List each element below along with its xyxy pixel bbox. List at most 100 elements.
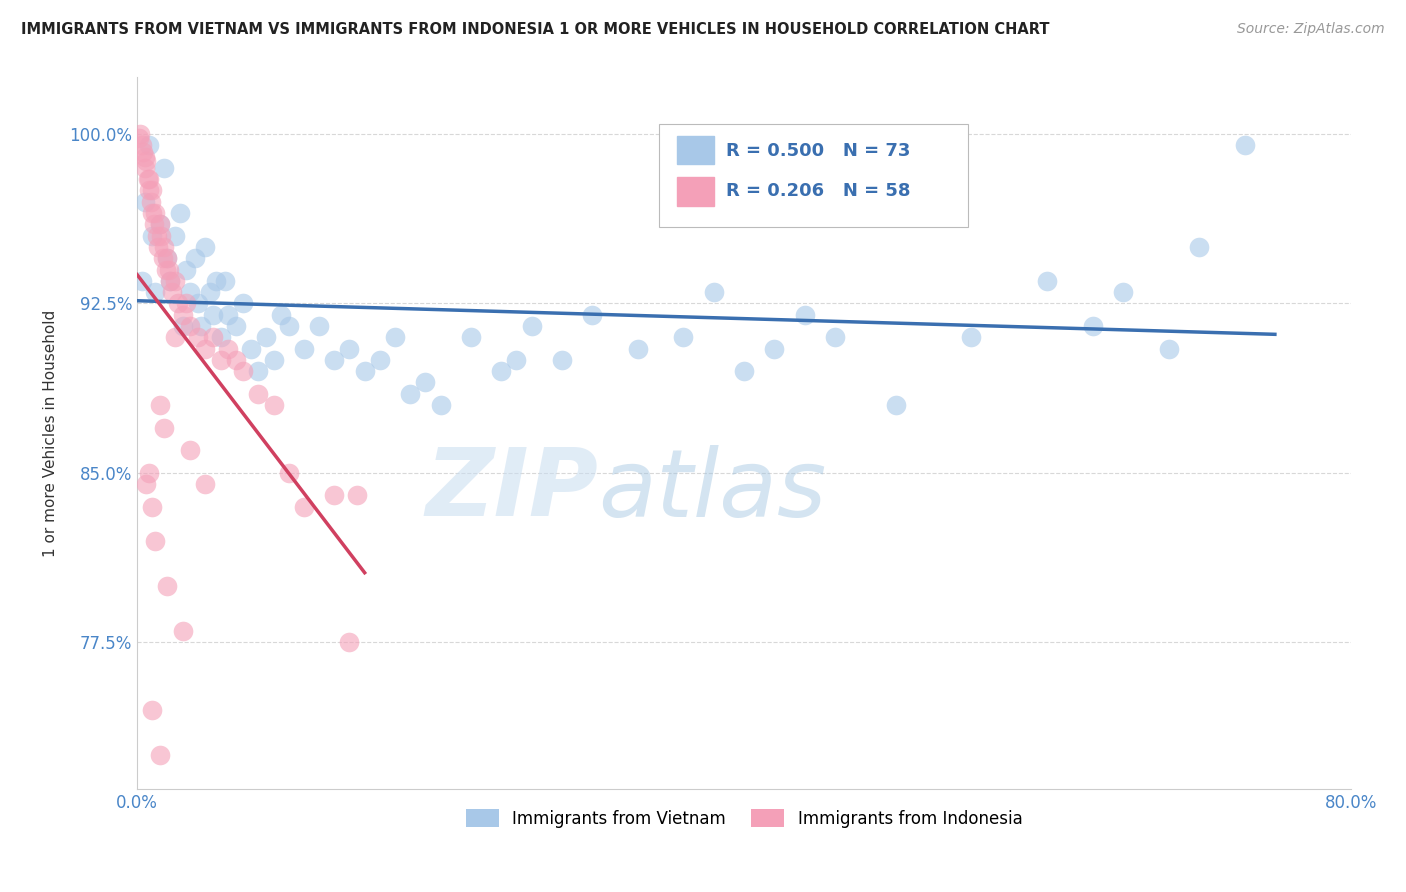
Point	[149, 398, 172, 412]
Point	[263, 352, 285, 367]
Point	[1112, 285, 1135, 299]
Point	[346, 488, 368, 502]
Point	[157, 262, 180, 277]
Point	[179, 443, 201, 458]
Point	[146, 228, 169, 243]
Point	[184, 251, 207, 265]
Point	[134, 149, 156, 163]
Text: ZIP: ZIP	[426, 444, 599, 536]
Point	[353, 364, 375, 378]
Point	[672, 330, 695, 344]
Y-axis label: 1 or more Vehicles in Household: 1 or more Vehicles in Household	[44, 310, 58, 557]
Point	[156, 579, 179, 593]
Point	[187, 296, 209, 310]
Point	[263, 398, 285, 412]
Point	[225, 352, 247, 367]
Point	[368, 352, 391, 367]
Point	[139, 194, 162, 209]
Point	[155, 262, 177, 277]
Point	[384, 330, 406, 344]
Point	[159, 274, 181, 288]
Point	[148, 240, 170, 254]
Point	[174, 296, 197, 310]
Point	[429, 398, 451, 412]
Point	[201, 330, 224, 344]
Point	[194, 240, 217, 254]
Point	[339, 635, 361, 649]
Point	[138, 172, 160, 186]
Point	[141, 703, 163, 717]
Point	[520, 318, 543, 333]
Point	[254, 330, 277, 344]
Point	[135, 477, 157, 491]
Point	[163, 228, 186, 243]
Point	[134, 194, 156, 209]
Point	[138, 183, 160, 197]
Point	[209, 330, 232, 344]
Point	[163, 330, 186, 344]
Point	[141, 183, 163, 197]
Point	[733, 364, 755, 378]
Point	[627, 342, 650, 356]
Point	[194, 477, 217, 491]
Point	[292, 500, 315, 514]
Point	[160, 285, 183, 299]
Point	[201, 308, 224, 322]
Point	[153, 161, 176, 175]
Point	[960, 330, 983, 344]
Point	[277, 466, 299, 480]
Point	[1036, 274, 1059, 288]
Point	[131, 138, 153, 153]
Bar	[678, 178, 714, 205]
Point	[323, 352, 346, 367]
Point	[277, 318, 299, 333]
Point	[143, 285, 166, 299]
Point	[270, 308, 292, 322]
Point	[149, 217, 172, 231]
Point	[308, 318, 330, 333]
Point	[142, 217, 165, 231]
Point	[247, 386, 270, 401]
Point	[159, 274, 181, 288]
Point	[156, 251, 179, 265]
Point	[581, 308, 603, 322]
Point	[239, 342, 262, 356]
Point	[153, 420, 176, 434]
Point	[824, 330, 846, 344]
Point	[225, 318, 247, 333]
Point	[153, 240, 176, 254]
Point	[141, 206, 163, 220]
Point	[194, 342, 217, 356]
FancyBboxPatch shape	[659, 124, 969, 227]
Point	[551, 352, 574, 367]
Point	[198, 285, 221, 299]
Point	[1188, 240, 1211, 254]
Point	[187, 330, 209, 344]
Text: IMMIGRANTS FROM VIETNAM VS IMMIGRANTS FROM INDONESIA 1 OR MORE VEHICLES IN HOUSE: IMMIGRANTS FROM VIETNAM VS IMMIGRANTS FR…	[21, 22, 1050, 37]
Point	[793, 308, 815, 322]
Point	[135, 154, 157, 169]
Legend: Immigrants from Vietnam, Immigrants from Indonesia: Immigrants from Vietnam, Immigrants from…	[458, 803, 1029, 834]
Point	[174, 262, 197, 277]
Point	[190, 318, 212, 333]
Point	[339, 342, 361, 356]
Point	[1081, 318, 1104, 333]
Point	[132, 145, 155, 159]
Point	[131, 274, 153, 288]
Point	[172, 318, 194, 333]
Point	[128, 131, 150, 145]
Point	[217, 308, 239, 322]
Point	[143, 206, 166, 220]
Point	[129, 127, 152, 141]
Point	[209, 352, 232, 367]
Point	[172, 308, 194, 322]
Point	[134, 161, 156, 175]
Text: R = 0.206   N = 58: R = 0.206 N = 58	[725, 182, 910, 201]
Point	[247, 364, 270, 378]
Point	[143, 533, 166, 548]
Point	[136, 172, 159, 186]
Point	[205, 274, 228, 288]
Bar	[678, 136, 714, 164]
Point	[179, 318, 201, 333]
Text: atlas: atlas	[599, 445, 827, 536]
